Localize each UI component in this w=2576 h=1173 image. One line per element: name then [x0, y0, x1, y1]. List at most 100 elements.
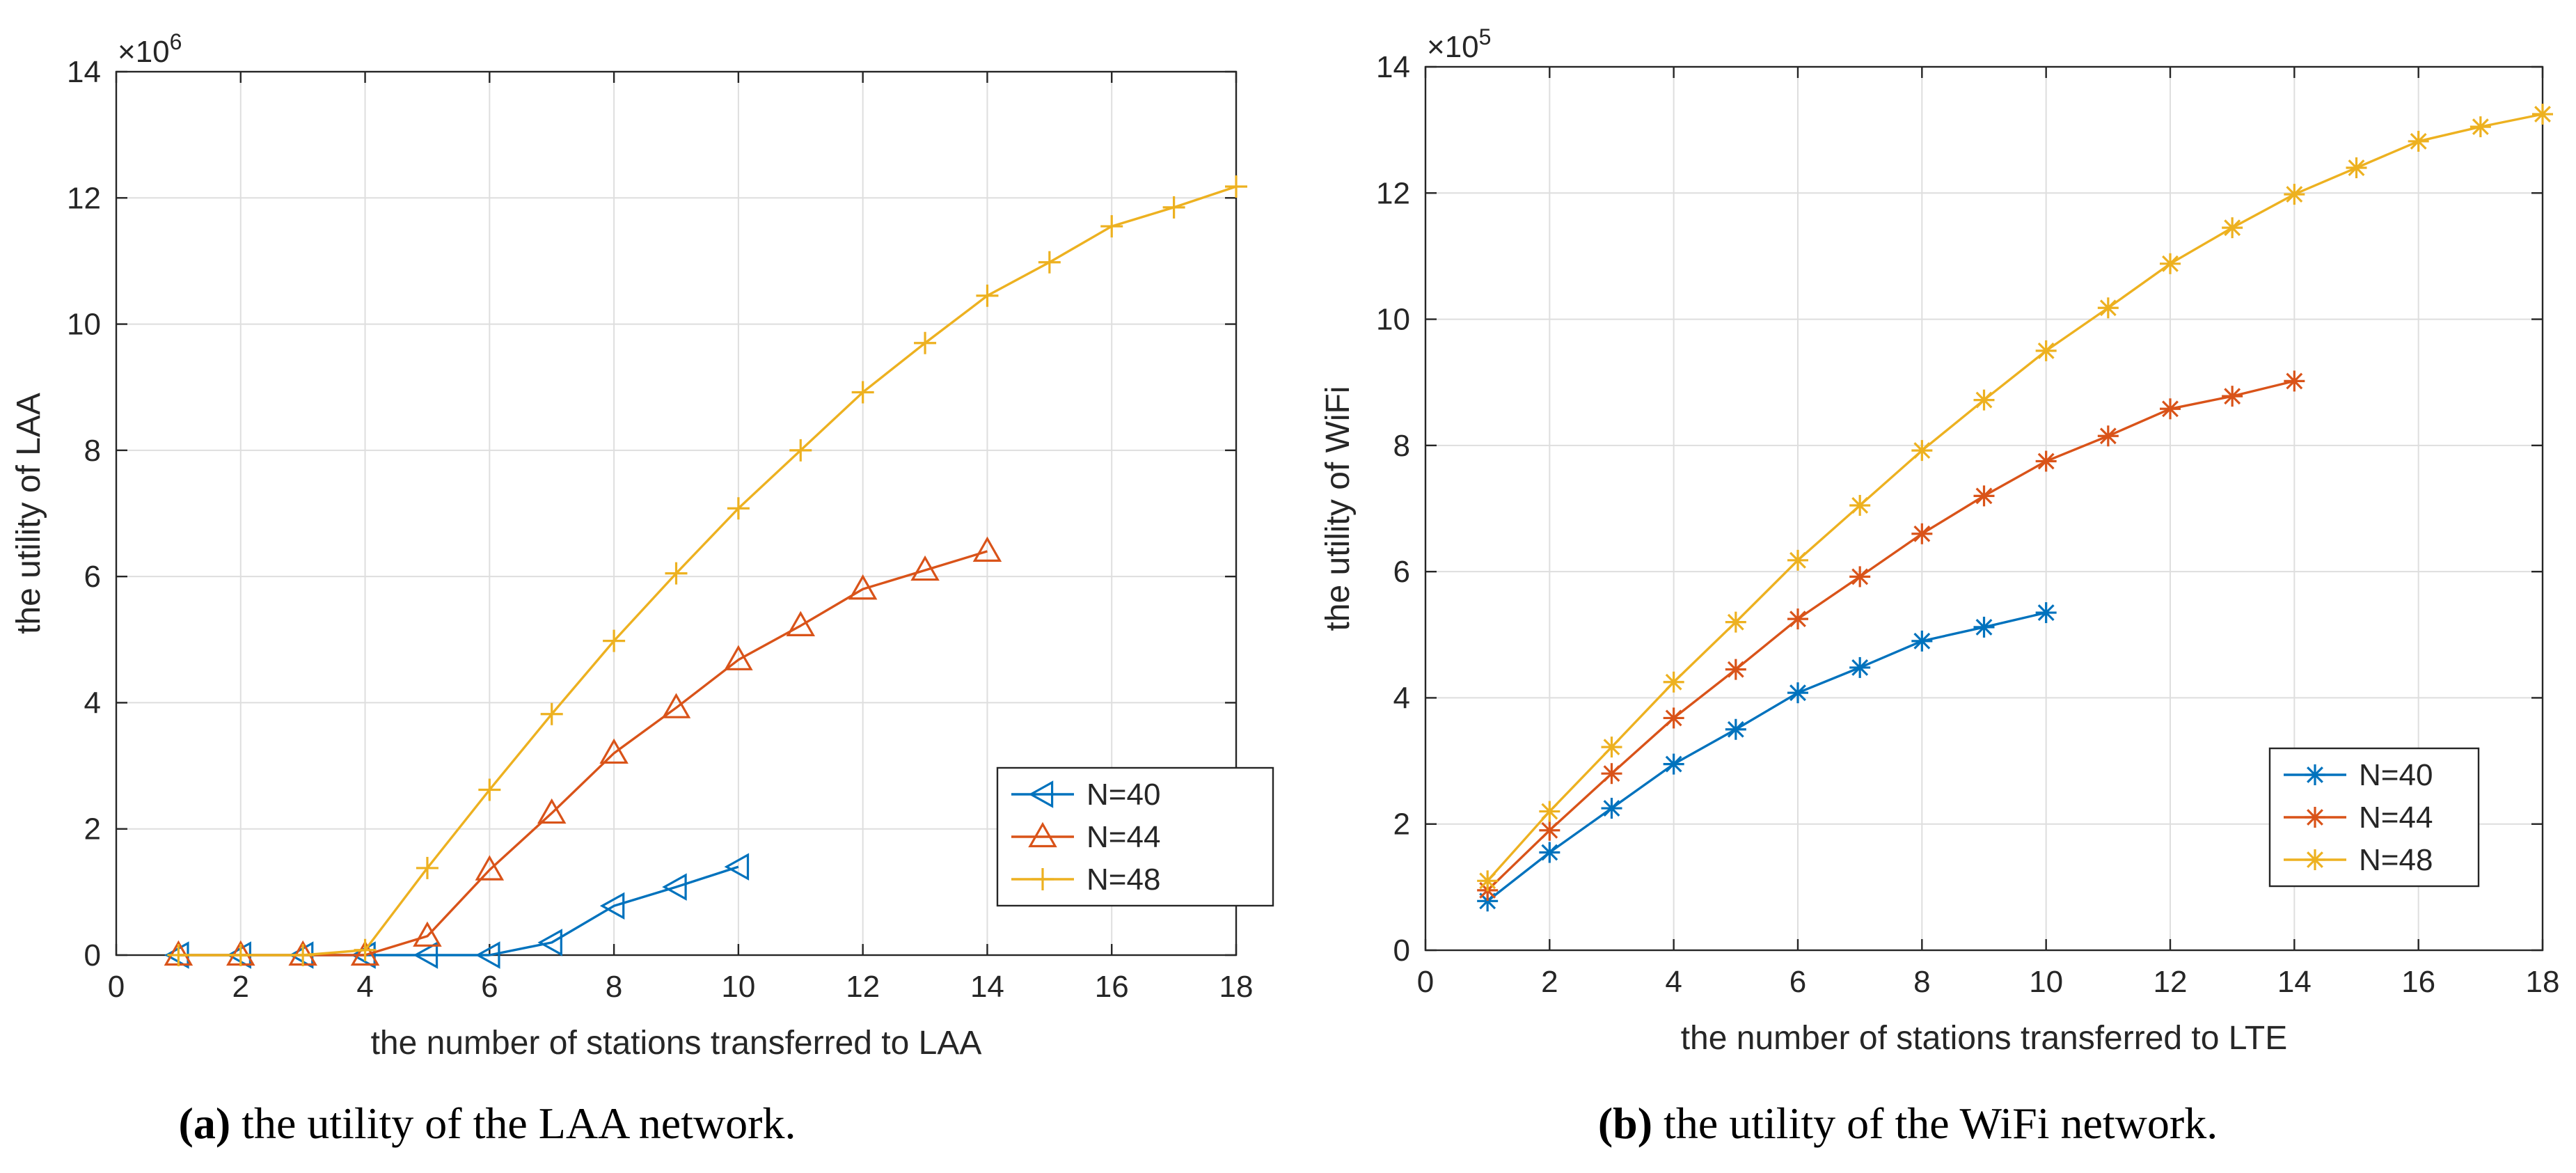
data-point — [2160, 398, 2181, 420]
legend-item: N=40 — [1011, 778, 1160, 812]
legend-label: N=40 — [2359, 758, 2433, 792]
data-point — [603, 629, 626, 652]
data-point — [2097, 425, 2119, 447]
data-point — [724, 645, 753, 670]
x-tick-label: 0 — [108, 970, 125, 1004]
data-point — [724, 853, 750, 881]
legend-marker — [2305, 849, 2325, 870]
x-tick-label: 8 — [1913, 965, 1930, 999]
y-tick-label: 10 — [1376, 303, 1410, 337]
plot-frame — [115, 70, 1238, 956]
data-point — [2035, 602, 2057, 624]
x-tick-label: 14 — [970, 970, 1004, 1004]
data-point — [851, 381, 874, 404]
y-tick-label: 4 — [1393, 681, 1410, 715]
data-point — [1601, 763, 1622, 785]
data-point — [537, 798, 567, 824]
data-point — [1849, 494, 1871, 516]
data-point — [2222, 386, 2243, 407]
data-point — [1601, 798, 1622, 819]
data-point — [727, 497, 750, 520]
x-tick-label: 4 — [356, 970, 373, 1004]
data-point — [2346, 157, 2367, 179]
data-point — [540, 702, 563, 725]
data-point — [475, 855, 505, 881]
y-tick-label: 0 — [84, 938, 101, 973]
legend-label: N=48 — [2359, 843, 2433, 877]
series-N=48 — [167, 175, 1247, 966]
legend-label: N=48 — [1086, 863, 1160, 897]
data-point — [848, 574, 878, 600]
y-exponent-label: ×105 — [1427, 24, 1491, 64]
y-exponent-power: 6 — [170, 29, 182, 54]
x-tick-label: 10 — [721, 970, 755, 1004]
y-tick-label: 12 — [1376, 176, 1410, 210]
x-tick-label: 18 — [1219, 970, 1254, 1004]
series-N=44 — [164, 536, 1002, 966]
data-point — [910, 555, 940, 581]
legend-marker — [1028, 821, 1057, 848]
y-tick-label: 6 — [84, 560, 101, 594]
legend-item: N=48 — [2284, 843, 2433, 877]
series-line — [1487, 611, 2047, 902]
data-point — [2408, 130, 2429, 152]
y-exponent-power: 5 — [1479, 24, 1492, 49]
data-point — [1787, 682, 1808, 704]
data-point — [416, 856, 438, 879]
data-point — [2160, 253, 2181, 274]
x-tick-label: 0 — [1417, 965, 1434, 999]
data-point — [1225, 175, 1247, 198]
data-point — [1725, 718, 1746, 740]
data-point — [1725, 611, 1746, 633]
data-point — [1539, 842, 1560, 863]
x-axis-label: the number of stations transferred to LT… — [1681, 1020, 2288, 1057]
data-point — [1911, 440, 1933, 462]
y-tick-label: 10 — [67, 308, 101, 342]
series-layer — [1477, 103, 2553, 912]
series-line — [1486, 379, 2295, 892]
y-tick-label: 2 — [1393, 808, 1410, 842]
x-tick-label: 6 — [481, 970, 498, 1004]
plot-frame — [1424, 65, 2544, 952]
x-tick-label: 2 — [232, 970, 249, 1004]
y-axis-label: the utility of LAA — [10, 393, 47, 634]
legend: N=40 N=44 N=48 — [2268, 747, 2480, 888]
legend-item: N=44 — [1011, 820, 1160, 854]
data-point — [350, 940, 380, 966]
data-point — [1601, 737, 1622, 758]
data-point — [1725, 659, 1746, 680]
data-point — [1787, 549, 1808, 571]
data-point — [2035, 340, 2057, 361]
legend-marker — [2305, 764, 2325, 785]
caption-text: the utility of the LAA network. — [230, 1099, 796, 1148]
data-point — [2222, 217, 2243, 239]
legend-marker — [1028, 780, 1054, 808]
data-point — [229, 944, 252, 966]
data-point — [599, 892, 625, 920]
x-tick-label: 18 — [2526, 965, 2560, 999]
data-point — [972, 536, 1002, 562]
legend-label: N=40 — [1086, 778, 1160, 812]
data-point — [1539, 819, 1560, 841]
data-point — [1477, 870, 1499, 892]
data-point — [2284, 370, 2305, 392]
series-layer — [164, 175, 1247, 969]
series-N=48 — [1477, 103, 2553, 892]
y-exponent-label: ×106 — [118, 29, 182, 69]
data-point — [167, 944, 190, 966]
data-point — [2035, 450, 2057, 472]
y-exponent-base: ×10 — [1427, 30, 1479, 64]
series-line — [1486, 113, 2543, 882]
data-point — [537, 929, 562, 956]
data-point — [413, 941, 438, 969]
legend-item: N=40 — [2284, 758, 2433, 792]
y-tick-label: 14 — [67, 55, 101, 89]
legend-label: N=44 — [2359, 801, 2433, 835]
y-tick-label: 8 — [84, 434, 101, 468]
legend-item: N=44 — [2284, 801, 2433, 835]
data-point — [1539, 801, 1560, 822]
caption-text: the utility of the WiFi network. — [1652, 1099, 2218, 1148]
data-point — [2284, 184, 2305, 205]
data-point — [1973, 485, 1995, 507]
